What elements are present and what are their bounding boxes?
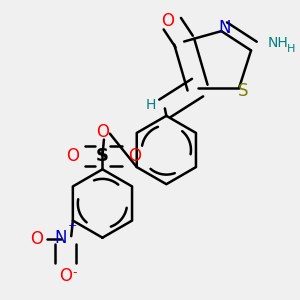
Text: S: S — [96, 147, 109, 165]
Text: O: O — [128, 147, 141, 165]
Text: S: S — [238, 82, 249, 100]
Text: -: - — [73, 266, 77, 279]
Text: H: H — [146, 98, 156, 112]
Text: O: O — [161, 12, 174, 30]
Text: N: N — [54, 229, 67, 247]
Text: H: H — [287, 44, 295, 54]
Text: O: O — [30, 230, 43, 248]
Text: +: + — [68, 221, 78, 231]
Text: O: O — [66, 147, 79, 165]
Text: NH: NH — [267, 36, 288, 50]
Text: O: O — [59, 267, 72, 285]
Text: O: O — [96, 123, 109, 141]
Text: N: N — [218, 19, 231, 37]
